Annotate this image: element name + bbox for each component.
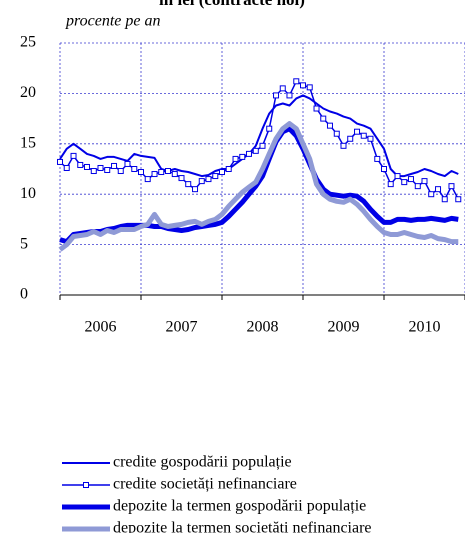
series-marker — [117, 168, 124, 175]
series-marker — [70, 152, 77, 159]
series-marker — [219, 169, 225, 176]
series-marker — [455, 196, 462, 203]
series-marker — [198, 178, 205, 185]
series-marker — [441, 196, 448, 203]
series-marker — [266, 125, 273, 132]
series-marker — [185, 181, 192, 188]
x-tick-label: 2008 — [247, 319, 279, 336]
series-marker — [387, 181, 394, 188]
series-marker — [259, 142, 266, 149]
series-line — [59, 126, 459, 245]
y-tick-label: 20 — [20, 84, 36, 101]
series-marker — [111, 162, 118, 169]
series-marker — [212, 173, 219, 180]
legend-label: credite societăți nefinanciare — [113, 476, 297, 493]
y-tick-label: 15 — [20, 134, 36, 151]
series-marker — [286, 92, 293, 99]
x-tick-label: 2007 — [166, 319, 198, 336]
series-marker — [347, 135, 354, 142]
series-marker — [326, 122, 333, 129]
series-marker — [178, 175, 185, 182]
series-marker — [279, 85, 286, 92]
legend-marker — [83, 482, 89, 488]
series-marker — [428, 191, 435, 198]
legend-label: depozite la termen gospodării populație — [113, 498, 366, 515]
series-marker — [407, 176, 414, 183]
series-marker — [313, 105, 320, 112]
series-marker — [354, 128, 361, 135]
series-marker — [306, 84, 313, 91]
series-marker — [394, 173, 401, 180]
series-marker — [97, 164, 104, 171]
series-marker — [77, 161, 84, 168]
legend-label: depozite la termen societăți nefinanciar… — [113, 520, 372, 533]
series-marker — [104, 167, 111, 174]
series-marker — [144, 176, 151, 183]
y-tick-label: 5 — [20, 235, 28, 252]
chart-subtitle: procente pe an — [65, 13, 160, 30]
chart-title: în lei (contracte noi) — [158, 0, 305, 9]
series-marker — [83, 163, 90, 170]
series-marker — [448, 183, 455, 190]
series-marker — [225, 166, 232, 172]
series-marker — [57, 158, 63, 165]
x-tick-label: 2006 — [85, 319, 117, 336]
series-marker — [320, 115, 327, 122]
series-marker — [232, 155, 239, 162]
series-marker — [192, 186, 199, 193]
series-line — [58, 121, 459, 252]
y-tick-label: 0 — [20, 286, 28, 303]
series-marker — [158, 169, 165, 176]
series-marker — [293, 78, 300, 85]
series-marker — [333, 130, 340, 137]
y-tick-label: 25 — [20, 34, 36, 51]
series-marker — [164, 168, 171, 175]
series-marker — [367, 135, 374, 142]
series-marker — [205, 176, 212, 183]
x-tick-label: 2009 — [328, 319, 360, 336]
series-marker — [401, 179, 408, 186]
series-marker — [239, 153, 246, 160]
series-marker — [300, 82, 306, 89]
x-tick-label: 2010 — [409, 319, 441, 336]
series-marker — [273, 92, 280, 99]
series-marker — [171, 171, 178, 178]
series-marker — [151, 171, 158, 178]
series-marker — [421, 178, 428, 185]
series-marker — [90, 168, 97, 175]
series-marker — [245, 150, 252, 157]
series-marker — [414, 183, 421, 190]
series-marker — [374, 155, 381, 162]
series-marker — [340, 142, 347, 149]
series-marker — [252, 147, 259, 154]
series-marker — [360, 132, 367, 139]
series-marker — [381, 166, 387, 172]
series-line — [59, 94, 459, 178]
legend-label: credite gospodării populație — [113, 454, 292, 471]
series-marker — [131, 166, 138, 172]
series-marker — [124, 160, 131, 167]
series-marker — [435, 186, 442, 193]
series-marker — [63, 164, 70, 171]
y-tick-label: 10 — [20, 185, 36, 202]
series-marker — [138, 169, 144, 176]
